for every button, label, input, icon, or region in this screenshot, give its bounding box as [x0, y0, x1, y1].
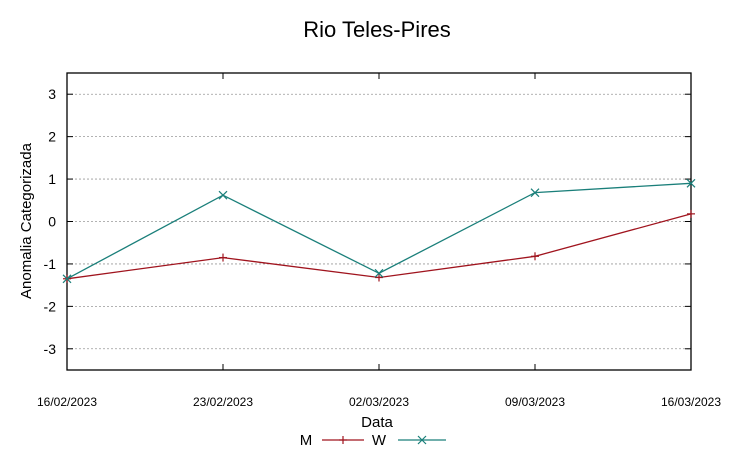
series-m-point	[219, 253, 227, 262]
grid-layer	[67, 93, 691, 350]
series-w-point	[686, 178, 696, 188]
series-m-point	[375, 273, 383, 282]
y-tick-label: 1	[48, 171, 56, 187]
y-tick-label: -3	[44, 341, 57, 357]
legend-label-m: M	[300, 432, 313, 449]
x-tick-label: 09/03/2023	[505, 395, 565, 409]
series-layer	[62, 178, 696, 284]
chart-title: Rio Teles-Pires	[303, 17, 451, 42]
y-tick-label: -2	[44, 298, 57, 314]
y-tick-label: 0	[48, 214, 56, 230]
series-m-point	[687, 209, 695, 218]
x-tick-label: 23/02/2023	[193, 395, 253, 409]
series-m-point	[531, 252, 539, 261]
x-tick-label: 16/03/2023	[661, 395, 721, 409]
x-tick-label: 02/03/2023	[349, 395, 409, 409]
y-tick-label: 2	[48, 129, 56, 145]
x-axis-label: Data	[361, 414, 393, 431]
series-m-line	[66, 213, 692, 280]
series-w-line	[66, 182, 692, 280]
y-tick-label: -1	[44, 256, 57, 272]
legend-marker-w	[417, 435, 427, 445]
y-tick-label: 3	[48, 86, 56, 102]
legend-marker-m	[339, 436, 347, 444]
axis-layer: 3 2 1 0 -1 -2 -3 16/02/2023 23/02/2023 02/03/2023…	[37, 73, 721, 409]
y-axis-label: Anomalia Categorizada	[18, 142, 35, 299]
series-w-point	[374, 268, 384, 278]
series-w-point	[218, 190, 228, 200]
legend-label-w: W	[372, 432, 387, 449]
x-tick-label: 16/02/2023	[37, 395, 97, 409]
series-w-point	[530, 188, 540, 198]
series-w-point	[62, 274, 72, 284]
